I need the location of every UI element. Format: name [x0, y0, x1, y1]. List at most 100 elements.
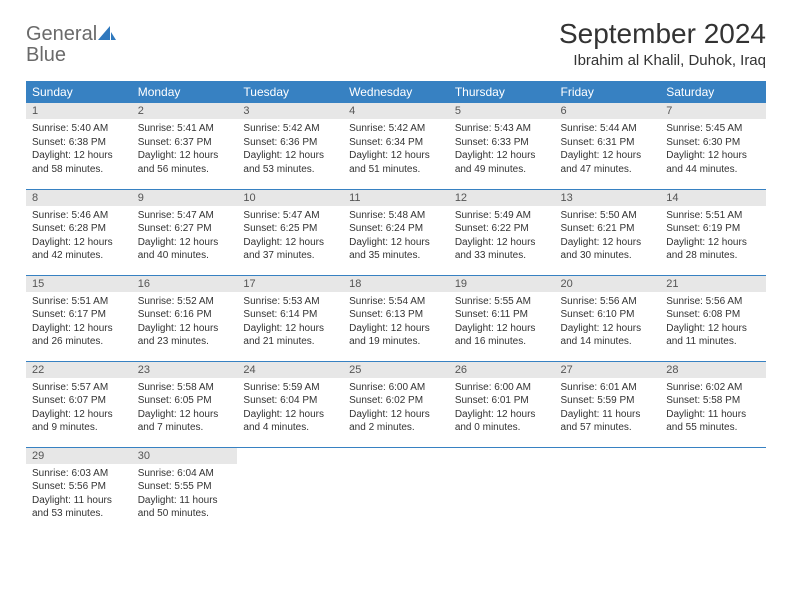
daylight-text-2: and 53 minutes.: [243, 163, 337, 177]
day-number: 15: [26, 276, 132, 292]
day-details: Sunrise: 5:56 AMSunset: 6:10 PMDaylight:…: [555, 292, 661, 353]
sunrise-text: Sunrise: 6:04 AM: [138, 467, 232, 481]
calendar-cell: 21Sunrise: 5:56 AMSunset: 6:08 PMDayligh…: [660, 275, 766, 361]
daylight-text-1: Daylight: 12 hours: [455, 408, 549, 422]
sunset-text: Sunset: 6:10 PM: [561, 308, 655, 322]
daylight-text-2: and 9 minutes.: [32, 421, 126, 435]
sunrise-text: Sunrise: 5:54 AM: [349, 295, 443, 309]
daylight-text-2: and 11 minutes.: [666, 335, 760, 349]
calendar-cell: 3Sunrise: 5:42 AMSunset: 6:36 PMDaylight…: [237, 103, 343, 189]
daylight-text-1: Daylight: 12 hours: [243, 236, 337, 250]
day-details: Sunrise: 5:57 AMSunset: 6:07 PMDaylight:…: [26, 378, 132, 439]
sunrise-text: Sunrise: 5:42 AM: [349, 122, 443, 136]
sunrise-text: Sunrise: 5:56 AM: [666, 295, 760, 309]
calendar-cell: ..: [555, 447, 661, 533]
daylight-text-2: and 26 minutes.: [32, 335, 126, 349]
sunset-text: Sunset: 6:01 PM: [455, 394, 549, 408]
calendar-cell: 1Sunrise: 5:40 AMSunset: 6:38 PMDaylight…: [26, 103, 132, 189]
daylight-text-1: Daylight: 11 hours: [138, 494, 232, 508]
daylight-text-1: Daylight: 12 hours: [243, 149, 337, 163]
sunrise-text: Sunrise: 5:45 AM: [666, 122, 760, 136]
sail-icon: [98, 24, 116, 40]
day-number: 28: [660, 362, 766, 378]
calendar-cell: 30Sunrise: 6:04 AMSunset: 5:55 PMDayligh…: [132, 447, 238, 533]
day-details: Sunrise: 5:59 AMSunset: 6:04 PMDaylight:…: [237, 378, 343, 439]
day-details: Sunrise: 5:58 AMSunset: 6:05 PMDaylight:…: [132, 378, 238, 439]
daylight-text-2: and 30 minutes.: [561, 249, 655, 263]
daylight-text-1: Daylight: 12 hours: [455, 236, 549, 250]
daylight-text-2: and 35 minutes.: [349, 249, 443, 263]
calendar-cell: ..: [237, 447, 343, 533]
day-number: 25: [343, 362, 449, 378]
calendar-table: Sunday Monday Tuesday Wednesday Thursday…: [26, 81, 766, 533]
daylight-text-1: Daylight: 12 hours: [561, 322, 655, 336]
day-details: Sunrise: 6:03 AMSunset: 5:56 PMDaylight:…: [26, 464, 132, 525]
daylight-text-1: Daylight: 12 hours: [349, 236, 443, 250]
day-number: 10: [237, 190, 343, 206]
sunrise-text: Sunrise: 5:59 AM: [243, 381, 337, 395]
day-details: Sunrise: 6:02 AMSunset: 5:58 PMDaylight:…: [660, 378, 766, 439]
calendar-cell: 17Sunrise: 5:53 AMSunset: 6:14 PMDayligh…: [237, 275, 343, 361]
day-number: 5: [449, 103, 555, 119]
sunset-text: Sunset: 6:04 PM: [243, 394, 337, 408]
daylight-text-2: and 53 minutes.: [32, 507, 126, 521]
day-number: 26: [449, 362, 555, 378]
calendar-cell: 25Sunrise: 6:00 AMSunset: 6:02 PMDayligh…: [343, 361, 449, 447]
day-number: 22: [26, 362, 132, 378]
day-number: 30: [132, 448, 238, 464]
day-number: 27: [555, 362, 661, 378]
day-details: Sunrise: 5:51 AMSunset: 6:17 PMDaylight:…: [26, 292, 132, 353]
calendar-cell: ..: [343, 447, 449, 533]
day-number: 8: [26, 190, 132, 206]
daylight-text-1: Daylight: 12 hours: [32, 408, 126, 422]
day-header-row: Sunday Monday Tuesday Wednesday Thursday…: [26, 81, 766, 103]
sunrise-text: Sunrise: 6:00 AM: [455, 381, 549, 395]
sunrise-text: Sunrise: 5:58 AM: [138, 381, 232, 395]
daylight-text-2: and 4 minutes.: [243, 421, 337, 435]
daylight-text-2: and 33 minutes.: [455, 249, 549, 263]
daylight-text-2: and 57 minutes.: [561, 421, 655, 435]
daylight-text-2: and 49 minutes.: [455, 163, 549, 177]
daylight-text-1: Daylight: 12 hours: [666, 322, 760, 336]
daylight-text-1: Daylight: 12 hours: [243, 322, 337, 336]
daylight-text-1: Daylight: 12 hours: [455, 322, 549, 336]
daylight-text-2: and 16 minutes.: [455, 335, 549, 349]
sunrise-text: Sunrise: 5:51 AM: [32, 295, 126, 309]
calendar-cell: 23Sunrise: 5:58 AMSunset: 6:05 PMDayligh…: [132, 361, 238, 447]
sunset-text: Sunset: 6:28 PM: [32, 222, 126, 236]
daylight-text-1: Daylight: 12 hours: [349, 408, 443, 422]
day-details: Sunrise: 5:49 AMSunset: 6:22 PMDaylight:…: [449, 206, 555, 267]
day-number: 4: [343, 103, 449, 119]
calendar-cell: 12Sunrise: 5:49 AMSunset: 6:22 PMDayligh…: [449, 189, 555, 275]
day-number: 16: [132, 276, 238, 292]
calendar-cell: 9Sunrise: 5:47 AMSunset: 6:27 PMDaylight…: [132, 189, 238, 275]
day-number: 24: [237, 362, 343, 378]
sunrise-text: Sunrise: 5:49 AM: [455, 209, 549, 223]
daylight-text-1: Daylight: 12 hours: [666, 236, 760, 250]
sunset-text: Sunset: 6:34 PM: [349, 136, 443, 150]
sunset-text: Sunset: 6:37 PM: [138, 136, 232, 150]
daylight-text-2: and 37 minutes.: [243, 249, 337, 263]
sunset-text: Sunset: 6:02 PM: [349, 394, 443, 408]
header: General Blue September 2024 Ibrahim al K…: [26, 18, 766, 69]
day-number: 1: [26, 103, 132, 119]
daylight-text-1: Daylight: 12 hours: [138, 322, 232, 336]
calendar-row: 1Sunrise: 5:40 AMSunset: 6:38 PMDaylight…: [26, 103, 766, 189]
day-details: Sunrise: 5:48 AMSunset: 6:24 PMDaylight:…: [343, 206, 449, 267]
daylight-text-2: and 44 minutes.: [666, 163, 760, 177]
sunrise-text: Sunrise: 5:50 AM: [561, 209, 655, 223]
daylight-text-2: and 19 minutes.: [349, 335, 443, 349]
sunset-text: Sunset: 6:07 PM: [32, 394, 126, 408]
calendar-row: 15Sunrise: 5:51 AMSunset: 6:17 PMDayligh…: [26, 275, 766, 361]
daylight-text-1: Daylight: 12 hours: [32, 322, 126, 336]
sunrise-text: Sunrise: 6:02 AM: [666, 381, 760, 395]
daylight-text-1: Daylight: 12 hours: [455, 149, 549, 163]
logo-text-blue: Blue: [26, 44, 66, 66]
daylight-text-1: Daylight: 11 hours: [666, 408, 760, 422]
daylight-text-1: Daylight: 12 hours: [243, 408, 337, 422]
col-sunday: Sunday: [26, 81, 132, 103]
sunset-text: Sunset: 6:14 PM: [243, 308, 337, 322]
logo-text-general: General: [26, 23, 97, 45]
title-block: September 2024 Ibrahim al Khalil, Duhok,…: [559, 18, 766, 69]
day-number: 14: [660, 190, 766, 206]
